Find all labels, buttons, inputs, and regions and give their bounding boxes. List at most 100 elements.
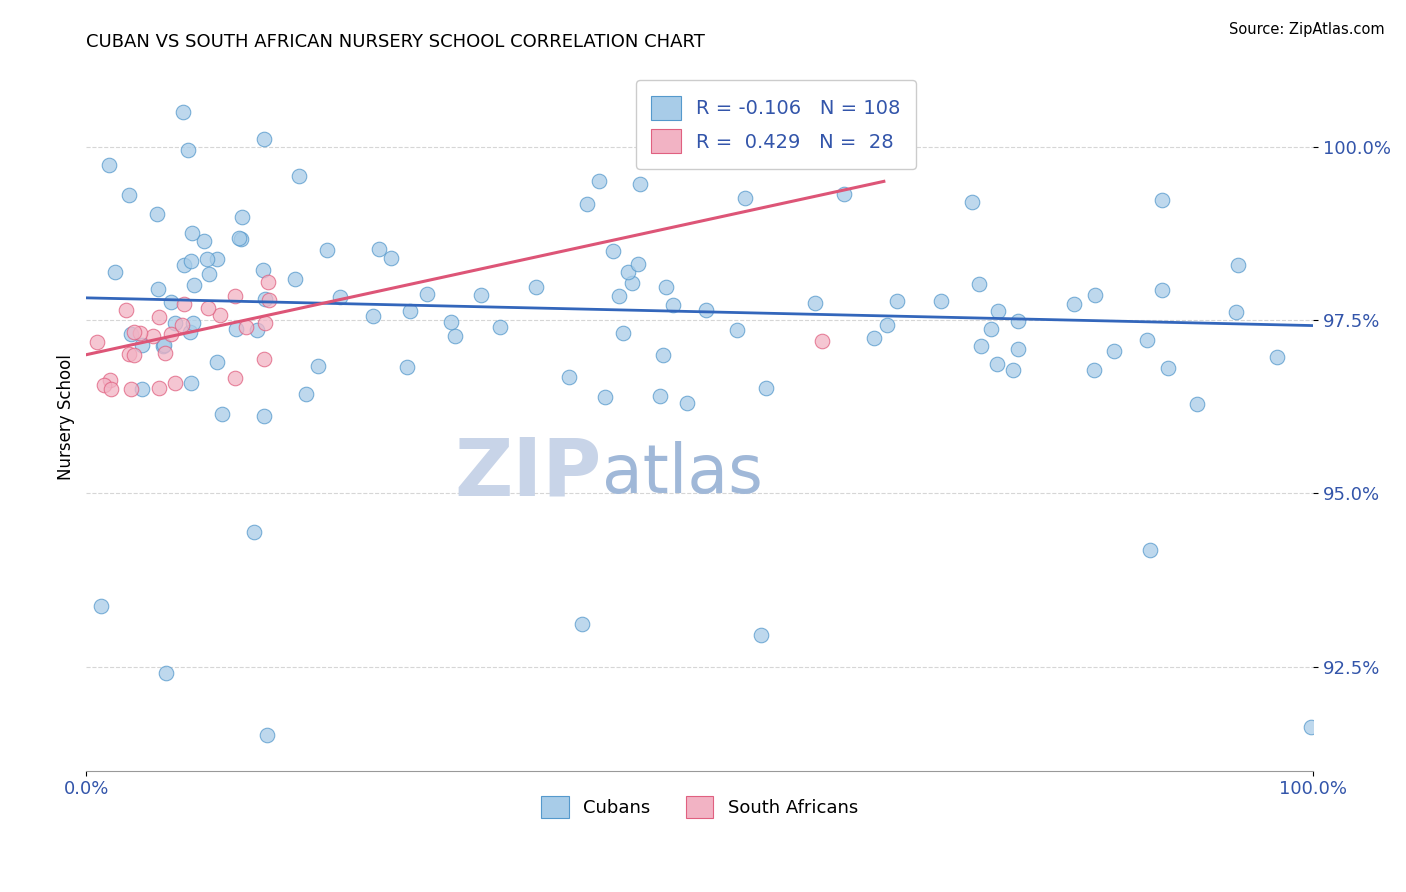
Text: Source: ZipAtlas.com: Source: ZipAtlas.com [1229,22,1385,37]
Point [1139,542,1161,557]
Point [118,188,141,202]
Point [751,628,773,642]
Point [1007,314,1029,328]
Point [284,272,307,286]
Point [1007,342,1029,356]
Point [571,616,593,631]
Point [155,345,177,359]
Point [367,242,389,256]
Point [179,325,201,339]
Point [252,263,274,277]
Point [120,383,142,397]
Point [588,174,610,188]
Point [224,289,246,303]
Point [395,359,418,374]
Point [734,191,756,205]
Point [98,373,121,387]
Point [148,381,170,395]
Point [980,322,1002,336]
Point [593,390,616,404]
Point [256,728,278,742]
Point [148,310,170,324]
Point [253,351,276,366]
Point [986,357,1008,371]
Point [380,252,402,266]
Point [104,264,127,278]
Point [1226,258,1249,272]
Point [197,301,219,315]
Point [1152,193,1174,207]
Point [90,599,112,613]
Point [173,258,195,272]
Point [470,288,492,302]
Point [118,347,141,361]
Point [159,294,181,309]
Point [1150,283,1173,297]
Point [152,339,174,353]
Point [163,376,186,391]
Point [252,132,274,146]
Point [131,382,153,396]
Point [1185,397,1208,411]
Point [231,232,253,246]
Point [93,377,115,392]
Point [398,304,420,318]
Point [804,296,827,310]
Point [1102,343,1125,358]
Point [316,243,339,257]
Point [1083,363,1105,377]
Point [524,280,547,294]
Point [257,293,280,307]
Point [662,298,685,312]
Text: ZIP: ZIP [454,434,602,513]
Point [1002,362,1025,376]
Point [675,395,697,409]
Point [86,335,108,350]
Point [832,186,855,201]
Point [695,303,717,318]
Point [967,277,990,292]
Point [180,376,202,391]
Point [148,282,170,296]
Point [416,287,439,301]
Point [650,389,672,403]
Point [288,169,311,184]
Point [173,297,195,311]
Point [100,383,122,397]
Point [575,196,598,211]
Point [655,280,678,294]
Point [876,318,898,333]
Point [205,355,228,369]
Point [294,387,316,401]
Point [181,226,204,240]
Point [131,338,153,352]
Point [225,322,247,336]
Point [1136,333,1159,347]
Text: atlas: atlas [602,441,762,507]
Point [929,293,952,308]
Point [198,267,221,281]
Point [329,290,352,304]
Point [246,322,269,336]
Point [489,320,512,334]
Point [755,381,778,395]
Point [969,339,991,353]
Point [177,143,200,157]
Point [621,276,644,290]
Point [1084,288,1107,302]
Point [160,326,183,341]
Point [361,310,384,324]
Point [443,328,465,343]
Point [172,105,194,120]
Point [254,292,277,306]
Point [863,331,886,345]
Point [725,323,748,337]
Point [253,316,276,330]
Point [183,278,205,293]
Point [558,370,581,384]
Point [197,252,219,266]
Legend: Cubans, South Africans: Cubans, South Africans [534,789,865,825]
Point [181,316,204,330]
Point [257,275,280,289]
Point [1225,305,1247,319]
